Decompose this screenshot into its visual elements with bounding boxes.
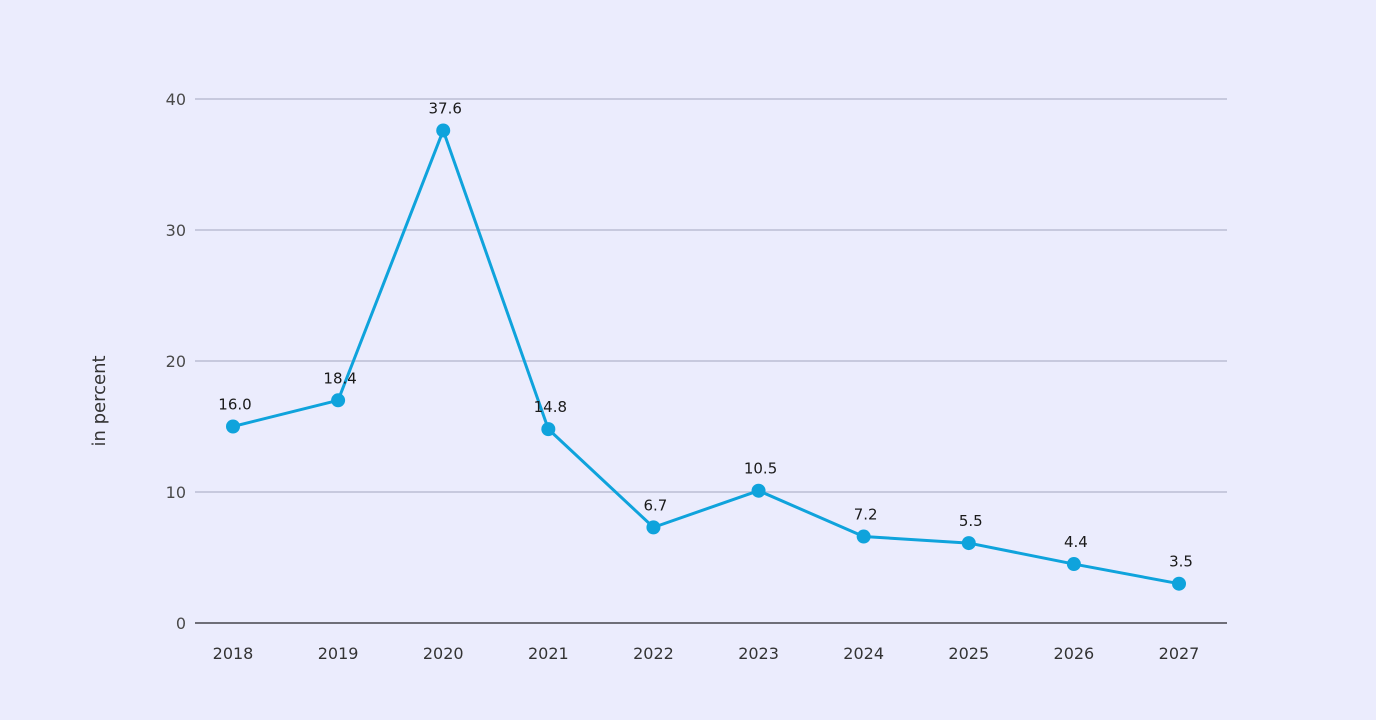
data-label: 5.5 <box>959 512 983 530</box>
x-tick-label: 2023 <box>738 644 779 663</box>
data-point <box>961 536 976 551</box>
data-point <box>856 529 871 544</box>
data-point <box>1066 557 1081 572</box>
data-label: 3.5 <box>1169 553 1193 571</box>
x-tick-label: 2019 <box>318 644 359 663</box>
y-tick-label: 10 <box>166 483 186 502</box>
y-tick-label: 40 <box>166 90 186 109</box>
y-axis-ticks: 0 10 20 30 40 <box>166 90 186 633</box>
x-tick-label: 2018 <box>213 644 254 663</box>
data-label: 14.8 <box>534 398 567 416</box>
data-point <box>226 419 240 434</box>
y-axis-title: in percent <box>89 355 110 446</box>
data-label: 37.6 <box>429 99 462 117</box>
data-label: 4.4 <box>1064 533 1088 551</box>
data-label: 6.7 <box>644 496 668 514</box>
data-point <box>751 483 766 498</box>
data-point <box>436 123 451 138</box>
x-tick-label: 2027 <box>1159 644 1200 663</box>
x-axis-ticks: 2018 2019 2020 2021 2022 2023 2024 2025 2026 2027 <box>213 644 1200 663</box>
y-tick-label: 30 <box>166 221 186 240</box>
x-tick-label: 2020 <box>423 644 464 663</box>
data-point <box>1172 576 1186 591</box>
data-label: 18.4 <box>323 369 356 387</box>
x-tick-label: 2021 <box>528 644 569 663</box>
x-tick-label: 2022 <box>633 644 674 663</box>
x-tick-label: 2026 <box>1054 644 1095 663</box>
data-label: 10.5 <box>744 460 777 478</box>
data-label: 7.2 <box>854 506 878 524</box>
grid <box>195 98 1227 493</box>
series <box>226 123 1186 591</box>
data-point <box>331 393 346 408</box>
data-point <box>541 422 556 437</box>
y-tick-label: 0 <box>176 614 186 633</box>
data-point <box>646 520 661 535</box>
data-label: 16.0 <box>218 396 251 414</box>
y-tick-label: 20 <box>166 352 186 371</box>
data-labels: 16.0 18.4 37.6 14.8 6.7 10.5 7.2 5.5 4.4 3.5 <box>218 99 1193 570</box>
x-tick-label: 2024 <box>843 644 884 663</box>
series-line <box>232 128 1180 586</box>
x-tick-label: 2025 <box>948 644 989 663</box>
